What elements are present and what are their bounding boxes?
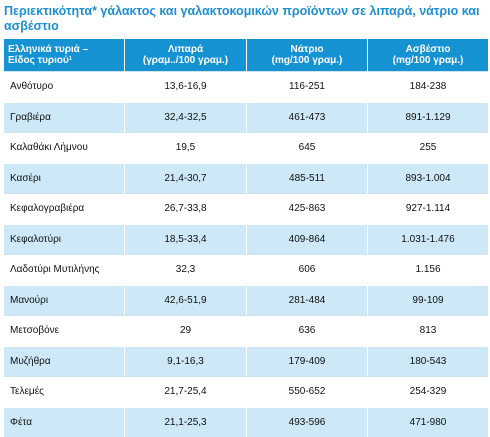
cell-cheese-name: Κασέρι [4, 163, 125, 194]
header-calcium: Ασβέστιο (mg/100 γραμ.) [368, 39, 488, 71]
cell-cheese-name: Κεφαλογραβιέρα [4, 193, 125, 224]
cell-sodium: 550-652 [247, 376, 368, 407]
cell-calcium: 99-109 [368, 285, 488, 316]
cell-calcium: 927-1.114 [368, 193, 488, 224]
header-line2: Είδος τυριού¹ [8, 55, 72, 66]
cell-cheese-name: Ανθότυρο [4, 71, 125, 102]
cell-sodium: 425-863 [247, 193, 368, 224]
cell-fat: 9,1-16,3 [125, 346, 247, 377]
cell-fat: 32,3 [125, 254, 247, 285]
header-line1: Λιπαρά [168, 44, 203, 55]
cell-sodium: 461-473 [247, 102, 368, 133]
cell-sodium: 179-409 [247, 346, 368, 377]
cell-calcium: 254-329 [368, 376, 488, 407]
cell-sodium: 636 [247, 315, 368, 346]
cell-cheese-name: Μανούρι [4, 285, 125, 316]
cell-calcium: 813 [368, 315, 488, 346]
cell-fat: 21,7-25,4 [125, 376, 247, 407]
nutrition-table: Ελληνικά τυριά – Είδος τυριού¹ Λιπαρά (γ… [4, 39, 488, 437]
header-line2: (mg/100 γραμ.) [393, 55, 464, 66]
cell-sodium: 493-596 [247, 407, 368, 437]
header-sodium: Νάτριο (mg/100 γραμ.) [247, 39, 368, 71]
cell-calcium: 891-1.129 [368, 102, 488, 133]
cell-fat: 32,4-32,5 [125, 102, 247, 133]
cell-sodium: 485-511 [247, 163, 368, 194]
cell-sodium: 606 [247, 254, 368, 285]
cell-fat: 19,5 [125, 132, 247, 163]
table-header-row: Ελληνικά τυριά – Είδος τυριού¹ Λιπαρά (γ… [4, 39, 488, 71]
header-line1: Ελληνικά τυριά – [8, 44, 88, 55]
header-line2: (γραμ../100 γραμ.) [143, 55, 228, 66]
cell-calcium: 180-543 [368, 346, 488, 377]
cell-sodium: 645 [247, 132, 368, 163]
header-fat: Λιπαρά (γραμ../100 γραμ.) [125, 39, 247, 71]
cell-fat: 26,7-33,8 [125, 193, 247, 224]
page-title: Περιεκτικότητα* γάλακτος και γαλακτοκομι… [4, 4, 486, 34]
cell-fat: 13,6-16,9 [125, 71, 247, 102]
cell-sodium: 281-484 [247, 285, 368, 316]
cell-fat: 21,1-25,3 [125, 407, 247, 437]
cell-cheese-name: Τελεμές [4, 376, 125, 407]
header-line1: Νάτριο [291, 44, 324, 55]
cell-fat: 21,4-30,7 [125, 163, 247, 194]
cell-calcium: 893-1.004 [368, 163, 488, 194]
cell-sodium: 409-864 [247, 224, 368, 255]
cell-cheese-name: Λαδοτύρι Μυτιλήνης [4, 254, 125, 285]
cell-calcium: 255 [368, 132, 488, 163]
cell-cheese-name: Μυζήθρα [4, 346, 125, 377]
cell-cheese-name: Γραβιέρα [4, 102, 125, 133]
cell-cheese-name: Μετσοβόνε [4, 315, 125, 346]
cell-calcium: 471-980 [368, 407, 488, 437]
cell-fat: 18,5-33,4 [125, 224, 247, 255]
cell-calcium: 1.031-1.476 [368, 224, 488, 255]
cell-calcium: 184-238 [368, 71, 488, 102]
cell-fat: 42,6-51,9 [125, 285, 247, 316]
header-cheese-type: Ελληνικά τυριά – Είδος τυριού¹ [4, 39, 125, 71]
cell-fat: 29 [125, 315, 247, 346]
cell-cheese-name: Φέτα [4, 407, 125, 437]
cell-cheese-name: Καλαθάκι Λήμνου [4, 132, 125, 163]
header-line2: (mg/100 γραμ.) [272, 55, 343, 66]
header-line1: Ασβέστιο [406, 44, 451, 55]
cell-sodium: 116-251 [247, 71, 368, 102]
cell-calcium: 1.156 [368, 254, 488, 285]
cell-cheese-name: Κεφαλοτύρι [4, 224, 125, 255]
